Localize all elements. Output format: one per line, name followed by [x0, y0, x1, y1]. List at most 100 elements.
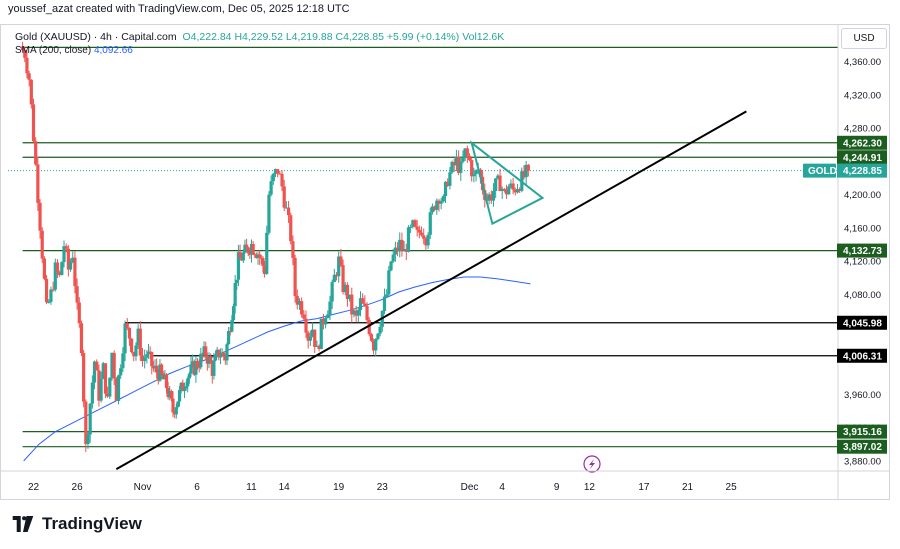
candle-body [498, 175, 502, 192]
candle-body [171, 398, 175, 413]
candle-body [354, 310, 358, 316]
symbol-name[interactable]: Gold (XAUUSD) · 4h · Capital.com [15, 31, 177, 43]
x-tick-label: 22 [28, 482, 40, 493]
candle-body [385, 294, 389, 297]
candle-body [435, 200, 439, 210]
candle-body [295, 296, 299, 305]
candle-body [502, 188, 506, 190]
level-price-tag [837, 439, 887, 454]
candle-body [150, 352, 154, 367]
candle-body [376, 333, 380, 339]
candle-body [246, 247, 250, 254]
candle-body [491, 191, 496, 201]
candle-body [448, 172, 452, 186]
level-price-tag [837, 243, 887, 258]
candle-body [169, 390, 173, 399]
candle-body [369, 334, 373, 341]
candle-body [306, 332, 310, 341]
candle-body [443, 181, 448, 197]
candle-body [202, 346, 206, 356]
candle-body [27, 73, 31, 80]
candle-body [88, 403, 92, 435]
candle-body [254, 255, 259, 258]
candle-body [415, 226, 419, 230]
sma-legend[interactable]: SMA (200, close) 4,092.66 [15, 45, 133, 56]
candle-body [166, 388, 170, 398]
level-price-tag-text: 4,132.73 [843, 246, 882, 257]
sma-label[interactable]: SMA (200, close) [15, 45, 92, 56]
chart-panel[interactable] [0, 24, 890, 500]
candle-body [153, 365, 157, 369]
candle-body [265, 232, 269, 274]
candle-body [371, 340, 376, 351]
x-tick-label: 19 [333, 482, 345, 493]
candle-body [284, 207, 288, 209]
candle-body [174, 407, 178, 415]
time-axis: 22 26 Nov 6 11 14 19 23 Dec 4 9 12 17 21 25 [0, 470, 890, 493]
candle-body [123, 323, 127, 354]
candle-body [310, 329, 315, 337]
current-price-tag [837, 163, 887, 178]
candle-body [68, 262, 73, 270]
candle-body [426, 234, 430, 246]
candle-body [103, 363, 108, 394]
symbol-legend[interactable]: Gold (XAUUSD) · 4h · Capital.com O4,222.… [15, 31, 504, 43]
candle-body [465, 148, 469, 156]
attribution-text: youssef_azat created with TradingView.co… [8, 3, 350, 15]
candle-body [21, 46, 25, 51]
candle-body [463, 148, 467, 159]
candle-body [391, 254, 395, 262]
x-tick-label: 6 [194, 482, 200, 493]
candle-body [356, 309, 360, 316]
candle-body [230, 320, 234, 332]
y-tick-label: 4,080.00 [844, 290, 881, 301]
candle-body [38, 202, 42, 231]
candle-body [186, 378, 190, 387]
candle-body [339, 256, 343, 266]
candle-body [500, 188, 504, 192]
x-tick-label: 26 [72, 482, 84, 493]
candle-body [155, 365, 159, 373]
horizontal-levels-layer [8, 46, 838, 448]
candle-body [235, 279, 239, 284]
candle-body [363, 303, 367, 306]
candle-body [215, 349, 219, 355]
x-tick-label: 21 [682, 482, 694, 493]
candle-body [518, 189, 522, 191]
candle-body [365, 305, 369, 320]
candle-body [84, 401, 88, 445]
candle-body [136, 328, 140, 346]
candle-body [470, 160, 474, 177]
close-value: C4,228.85 [335, 31, 384, 43]
candle-body [146, 351, 151, 355]
candle-body [317, 345, 321, 350]
brand-footer[interactable]: TradingView [10, 514, 142, 534]
currency-selector[interactable]: USD [841, 28, 887, 49]
candle-body [428, 212, 432, 235]
candle-body [231, 306, 236, 321]
candle-body [324, 318, 328, 325]
candle-body [29, 79, 33, 105]
candle-body [251, 243, 255, 255]
candle-body [140, 355, 145, 362]
candle-body [259, 257, 263, 259]
candle-body [474, 170, 478, 175]
candle-body [108, 377, 112, 397]
candle-body [159, 364, 164, 374]
candle-body [145, 354, 149, 358]
candle-body [77, 302, 81, 324]
candle-body [387, 270, 391, 295]
candle-body [402, 249, 406, 251]
price-chart[interactable]: 4,360.004,320.004,280.004,240.004,200.00… [0, 0, 900, 510]
x-tick-label: Dec [461, 482, 479, 493]
candle-body [82, 353, 86, 402]
candle-body [44, 278, 49, 303]
x-tick-label: 12 [584, 482, 596, 493]
candle-body [321, 318, 326, 325]
candle-body [278, 173, 282, 175]
current-price-tag-text: 4,228.85 [843, 166, 882, 177]
candle-body [164, 374, 169, 389]
candle-body [400, 239, 404, 251]
candle-body [291, 241, 295, 258]
candle-body [121, 353, 125, 369]
